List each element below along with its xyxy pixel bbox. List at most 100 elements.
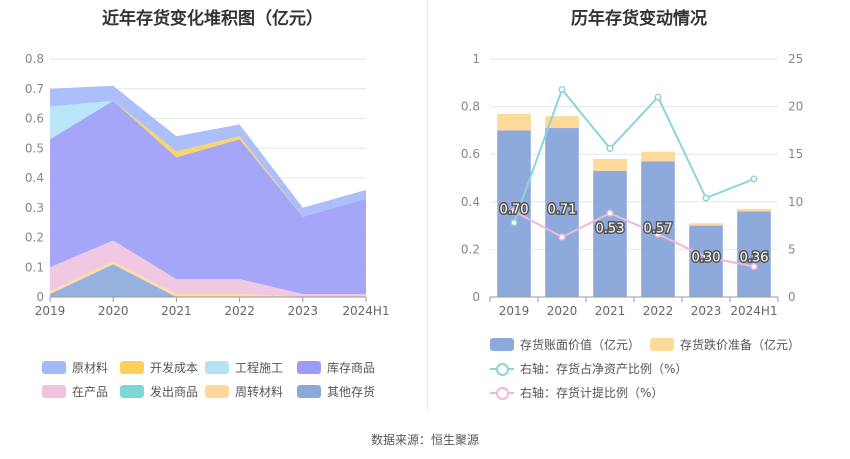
right-x-tick-label: 2024H1 <box>730 304 777 318</box>
bar-carrying-value <box>689 225 723 297</box>
bar-impairment <box>737 208 771 212</box>
legend-item-库存商品[interactable]: 库存商品 <box>297 359 375 376</box>
line-point <box>510 207 518 215</box>
line-point <box>702 194 710 202</box>
area-原材料 <box>50 85 366 217</box>
bar-value-label: 0.36 <box>740 250 769 265</box>
legend-item-右轴：存货计提比例（%）[interactable]: 右轴：存货计提比例（%） <box>490 384 663 401</box>
bar-value-label: 0.53 <box>596 222 625 237</box>
line-point <box>702 253 710 261</box>
bar-impairment <box>545 116 579 129</box>
bar-impairment <box>641 151 675 162</box>
left-x-tick-label: 2024H1 <box>342 304 389 318</box>
legend-swatch <box>490 338 514 351</box>
left-y-tick-label: 0.6 <box>25 112 44 126</box>
bar-carrying-value <box>737 211 771 297</box>
left-x-tick-label: 2022 <box>224 304 255 318</box>
area-工程施工 <box>50 100 366 217</box>
legend-item-开发成本[interactable]: 开发成本 <box>120 359 198 376</box>
legend-swatch <box>42 361 66 374</box>
bar-carrying-value <box>545 128 579 297</box>
right-y2-tick-label: 10 <box>788 195 803 209</box>
right-chart-title: 历年存货变动情况 <box>571 9 707 29</box>
right-x-tick-label: 2023 <box>691 304 722 318</box>
legend-swatch <box>297 361 321 374</box>
area-其他存货 <box>50 264 366 297</box>
legend-label: 库存商品 <box>327 361 376 375</box>
legend-label: 原材料 <box>72 361 109 375</box>
left-y-tick-label: 0 <box>36 290 44 304</box>
legend-item-工程施工[interactable]: 工程施工 <box>205 359 283 376</box>
left-y-tick-label: 0.2 <box>25 231 44 245</box>
panel-divider <box>427 0 428 410</box>
legend-swatch <box>205 385 229 398</box>
legend-item-周转材料[interactable]: 周转材料 <box>205 383 283 400</box>
legend-label: 右轴：存货占净资产比例（%） <box>520 362 688 376</box>
bar-carrying-value <box>593 170 627 297</box>
left-y-tick-label: 0.3 <box>25 201 44 215</box>
right-y-tick-label: 0 <box>472 290 480 304</box>
right-y2-tick-label: 25 <box>788 52 803 66</box>
right-y-tick-label: 0.4 <box>461 195 480 209</box>
right-y-tick-label: 0.6 <box>461 147 480 161</box>
legend-item-存货跌价准备（亿元）[interactable]: 存货跌价准备（亿元） <box>650 336 800 353</box>
left-x-tick-label: 2023 <box>288 304 319 318</box>
area-库存商品 <box>50 100 366 294</box>
legend-item-存货账面价值（亿元）[interactable]: 存货账面价值（亿元） <box>490 336 640 353</box>
line-point <box>750 175 758 183</box>
data-source: 数据来源：恒生聚源 <box>370 433 479 447</box>
legend-swatch <box>120 385 144 398</box>
legend-swatch <box>650 338 674 351</box>
left-x-tick-label: 2019 <box>35 304 66 318</box>
right-x-tick-label: 2022 <box>643 304 674 318</box>
bar-impairment <box>689 223 723 226</box>
legend-label: 开发成本 <box>150 361 199 375</box>
right-y-tick-label: 0.8 <box>461 100 480 114</box>
legend-label: 右轴：存货计提比例（%） <box>520 386 664 400</box>
bar-impairment <box>593 158 627 171</box>
right-y-tick-label: 1 <box>472 52 480 66</box>
legend-label: 在产品 <box>72 385 109 399</box>
line-point <box>510 219 518 227</box>
legend-item-其他存货[interactable]: 其他存货 <box>297 383 375 400</box>
legend-swatch <box>120 361 144 374</box>
line-point <box>654 230 662 238</box>
left-x-tick-label: 2021 <box>161 304 192 318</box>
line-point <box>750 262 758 271</box>
right-y-tick-label: 0.2 <box>461 242 480 256</box>
area-在产品 <box>50 240 366 297</box>
bar-impairment <box>497 113 531 131</box>
legend-swatch <box>490 362 514 376</box>
legend-label: 其他存货 <box>327 385 376 399</box>
right-y2-tick-label: 5 <box>788 242 796 256</box>
left-y-tick-label: 0.8 <box>25 52 44 66</box>
right-x-tick-label: 2019 <box>499 304 530 318</box>
legend-swatch <box>42 385 66 398</box>
right-y2-tick-label: 20 <box>788 100 803 114</box>
area-周转材料 <box>50 261 366 297</box>
left-y-tick-label: 0.7 <box>25 82 44 96</box>
legend-label: 存货跌价准备（亿元） <box>680 338 801 352</box>
bar-value-label: 0.30 <box>692 250 721 265</box>
line-point <box>606 144 614 153</box>
bar-value-label: 0.70 <box>500 203 529 218</box>
bar-value-label: 0.71 <box>548 203 577 218</box>
legend-item-原材料[interactable]: 原材料 <box>42 359 108 376</box>
line-point <box>654 93 662 101</box>
legend-swatch <box>490 386 514 400</box>
legend-item-在产品[interactable]: 在产品 <box>42 383 108 400</box>
legend-swatch <box>205 361 229 374</box>
right-y2-tick-label: 15 <box>788 147 803 161</box>
legend-label: 工程施工 <box>235 361 284 375</box>
legend-label: 周转材料 <box>235 385 284 399</box>
left-y-tick-label: 0.1 <box>25 260 44 274</box>
legend-label: 发出商品 <box>150 385 199 399</box>
legend-item-发出商品[interactable]: 发出商品 <box>120 383 198 400</box>
line-point <box>606 209 614 217</box>
left-y-tick-label: 0.4 <box>25 171 44 185</box>
left-x-tick-label: 2020 <box>98 304 129 318</box>
line-provision-ratio <box>513 210 755 268</box>
left-y-tick-label: 0.5 <box>25 141 44 155</box>
legend-item-右轴：存货占净资产比例（%）[interactable]: 右轴：存货占净资产比例（%） <box>490 360 687 377</box>
